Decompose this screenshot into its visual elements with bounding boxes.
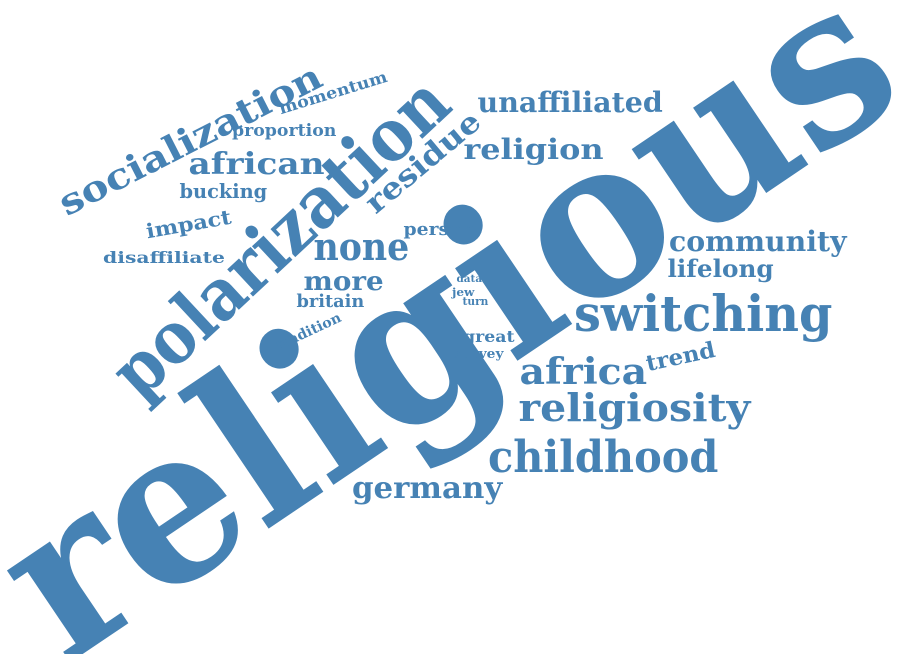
word-data: data [456, 274, 482, 285]
word-african: african [187, 147, 325, 182]
word-none: none [312, 224, 409, 269]
word-community: community [669, 225, 847, 258]
word-childhood: childhood [488, 432, 719, 483]
word-survey: survey [453, 346, 503, 362]
word-unaffiliated: unaffiliated [477, 86, 663, 119]
word-britain: britain [295, 291, 364, 312]
word-switching: switching [574, 284, 833, 343]
word-person: person [403, 219, 475, 240]
word-turn: turn [461, 294, 488, 308]
word-proportion: proportion [231, 120, 337, 141]
word-disaffiliate: disaffiliate [103, 248, 225, 267]
word-germany: germany [351, 471, 503, 506]
word-religiosity: religiosity [518, 385, 750, 430]
word-more: more [302, 267, 384, 297]
word-bucking: bucking [178, 179, 267, 203]
word-lifelong: lifelong [666, 254, 774, 283]
word-africa: africa [519, 351, 647, 393]
word-trend: trend [643, 336, 718, 378]
word-religion: religion [462, 133, 604, 166]
word-jew: jew [451, 285, 475, 299]
word-great: great [463, 327, 515, 346]
